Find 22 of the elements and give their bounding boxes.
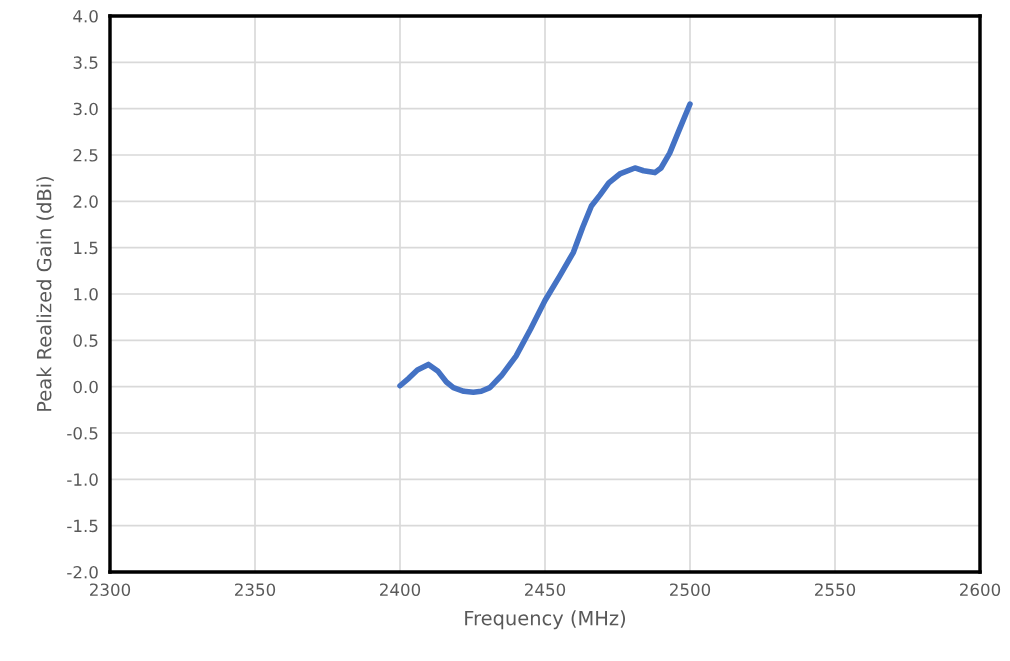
x-tick-label: 2450 (525, 583, 566, 597)
y-axis-title: Peak Realized Gain (dBi) (36, 176, 54, 411)
y-tick-label: 3.5 (73, 56, 98, 69)
y-tick-label: 4.0 (73, 9, 98, 23)
x-tick-label: 2350 (235, 583, 276, 597)
y-tick-label: -0.5 (67, 426, 98, 440)
y-tick-label: 2.0 (73, 195, 98, 208)
y-tick-label: 0.5 (73, 334, 98, 347)
x-axis-title: Frequency (MHz) (465, 610, 626, 630)
x-tick-label: 2600 (960, 583, 1001, 597)
y-tick-label: -1.5 (67, 519, 98, 533)
y-tick-label: 1.5 (74, 241, 98, 255)
x-tick-label: 2300 (90, 583, 131, 597)
x-tick-label: 2400 (380, 583, 421, 597)
y-tick-label: 0.0 (73, 380, 98, 394)
x-tick-label: 2500 (670, 583, 711, 597)
y-tick-label: 2.5 (73, 148, 98, 162)
y-tick-label: -1.0 (67, 473, 98, 486)
y-tick-label: -2.0 (67, 565, 98, 579)
y-tick-label: 3.0 (73, 102, 98, 116)
y-tick-label: 1.0 (74, 287, 98, 301)
x-tick-label: 2550 (815, 583, 856, 597)
